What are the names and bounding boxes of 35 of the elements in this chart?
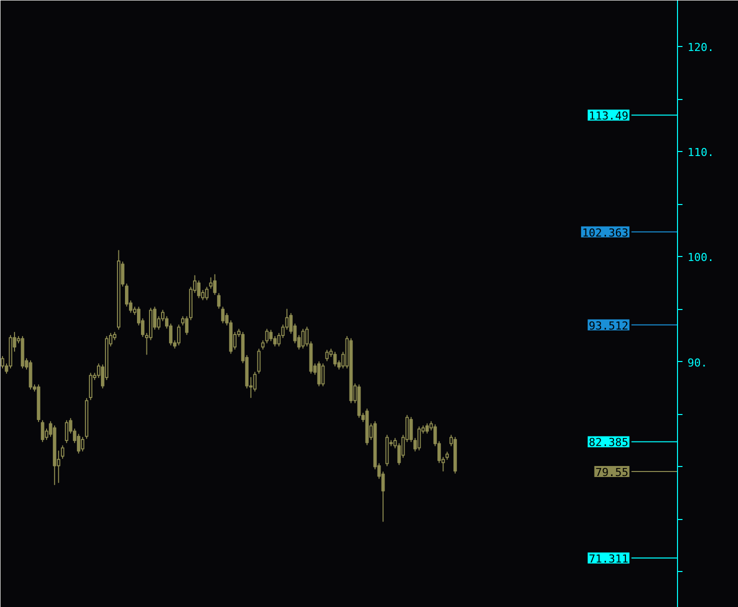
candlestick <box>321 363 325 386</box>
candlestick <box>221 306 225 324</box>
candlestick <box>333 352 337 366</box>
candlestick <box>36 384 40 422</box>
y-tick-label: 90. <box>688 356 708 370</box>
candlestick <box>453 436 457 474</box>
ref-line-label: 82.385 <box>588 436 628 450</box>
candlestick <box>357 384 361 418</box>
candlestick <box>217 293 221 309</box>
ref-line-label: 79.55 <box>595 466 628 480</box>
candlestick <box>88 372 92 400</box>
y-tick-label: 110. <box>688 146 714 160</box>
candlestick <box>257 348 261 374</box>
ref-line-label: 102.363 <box>582 226 628 240</box>
candlestick <box>64 420 68 444</box>
candlestick <box>205 286 209 300</box>
candlestick <box>60 445 64 459</box>
candlestick <box>213 274 217 296</box>
ref-line-label: 71.311 <box>588 552 628 566</box>
y-tick-label: 100. <box>688 251 714 264</box>
ref-line-label: 93.512 <box>588 319 628 332</box>
ref-line-label: 113.49 <box>588 110 628 123</box>
candlestick <box>20 336 24 369</box>
candlestick <box>301 328 305 349</box>
candlestick <box>317 361 321 386</box>
candlestick <box>116 250 120 330</box>
candlestick <box>52 425 56 486</box>
candlestick <box>385 434 389 466</box>
candlestick <box>40 420 44 442</box>
candlestick <box>417 426 421 450</box>
candlestick <box>425 423 429 434</box>
candlestick <box>80 436 84 452</box>
candlestick <box>84 398 88 439</box>
y-tick-label: 120. <box>688 41 714 54</box>
candlestick <box>177 324 180 346</box>
